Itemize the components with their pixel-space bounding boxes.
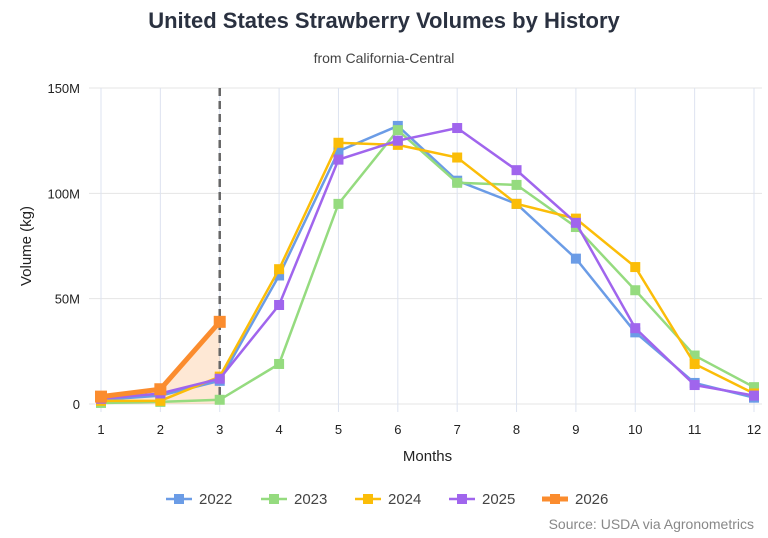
x-tick-label: 10 (628, 422, 642, 437)
data-point-2025 (689, 380, 700, 391)
data-point-2025 (511, 165, 522, 176)
data-point-2023 (333, 198, 344, 209)
x-tick-label: 5 (335, 422, 342, 437)
data-point-2024 (511, 198, 522, 209)
data-point-2023 (689, 350, 700, 361)
x-tick-label: 6 (394, 422, 401, 437)
data-point-2025 (214, 373, 225, 384)
y-tick-label: 50M (55, 292, 80, 307)
data-point-2023 (274, 358, 285, 369)
data-point-2024 (452, 152, 463, 163)
legend-marker (269, 494, 279, 504)
x-tick-label: 8 (513, 422, 520, 437)
data-point-2024 (274, 264, 285, 275)
legend-item-2022[interactable]: 2022 (166, 491, 232, 508)
data-point-2025 (630, 323, 641, 334)
data-point-2025 (452, 123, 463, 134)
y-tick-label: 100M (47, 186, 80, 201)
data-point-2024 (155, 395, 166, 406)
data-point-2024 (689, 358, 700, 369)
data-point-2026 (154, 383, 167, 396)
data-point-2022 (274, 270, 285, 281)
x-tick-label: 4 (275, 422, 282, 437)
data-point-2023 (511, 179, 522, 190)
legend-item-2023[interactable]: 2023 (261, 491, 327, 508)
data-point-2025 (570, 217, 581, 228)
series-area-2026 (101, 321, 220, 404)
data-point-2022 (570, 253, 581, 264)
x-tick-label: 3 (216, 422, 223, 437)
series-line-2025 (100, 126, 755, 400)
x-axis-label: Months (403, 448, 452, 465)
x-tick-label: 12 (747, 422, 761, 437)
x-tick-label: 7 (454, 422, 461, 437)
data-point-2025 (333, 154, 344, 165)
legend-label: 2022 (199, 491, 232, 508)
chart-title: United States Strawberry Volumes by Hist… (148, 8, 620, 33)
legend-marker (550, 494, 560, 504)
legend-marker (457, 494, 467, 504)
legend-marker (174, 494, 184, 504)
data-point-2024 (630, 262, 641, 273)
data-point-2023 (392, 125, 403, 136)
legend-label: 2026 (575, 491, 608, 508)
data-point-2024 (333, 137, 344, 148)
legend-item-2025[interactable]: 2025 (449, 491, 515, 508)
legend-label: 2023 (294, 491, 327, 508)
legend-marker (363, 494, 373, 504)
legend-item-2026[interactable]: 2026 (542, 491, 608, 508)
data-point-2023 (452, 177, 463, 188)
x-tick-label: 2 (157, 422, 164, 437)
y-axis-label: Volume (kg) (18, 206, 35, 286)
x-tick-label: 1 (97, 422, 104, 437)
data-point-2025 (274, 299, 285, 310)
legend-label: 2024 (388, 491, 421, 508)
series-line-2022 (100, 124, 755, 402)
data-point-2022 (333, 146, 344, 157)
series-line-2023 (100, 128, 755, 405)
data-point-2023 (630, 285, 641, 296)
x-tick-label: 11 (688, 422, 702, 437)
legend-item-2024[interactable]: 2024 (355, 491, 421, 508)
data-point-2026 (213, 315, 226, 328)
legend-label: 2025 (482, 491, 515, 508)
data-point-2025 (392, 135, 403, 146)
data-point-2026 (95, 390, 107, 403)
x-tick-label: 9 (572, 422, 579, 437)
y-tick-label: 0 (73, 397, 80, 412)
chart-subtitle: from California-Central (313, 50, 455, 66)
source-credit: Source: USDA via Agronometrics (548, 516, 754, 532)
data-point-2023 (214, 394, 225, 405)
y-tick-label: 150M (47, 81, 80, 96)
data-point-2023 (749, 382, 759, 393)
data-point-2025 (749, 390, 759, 401)
